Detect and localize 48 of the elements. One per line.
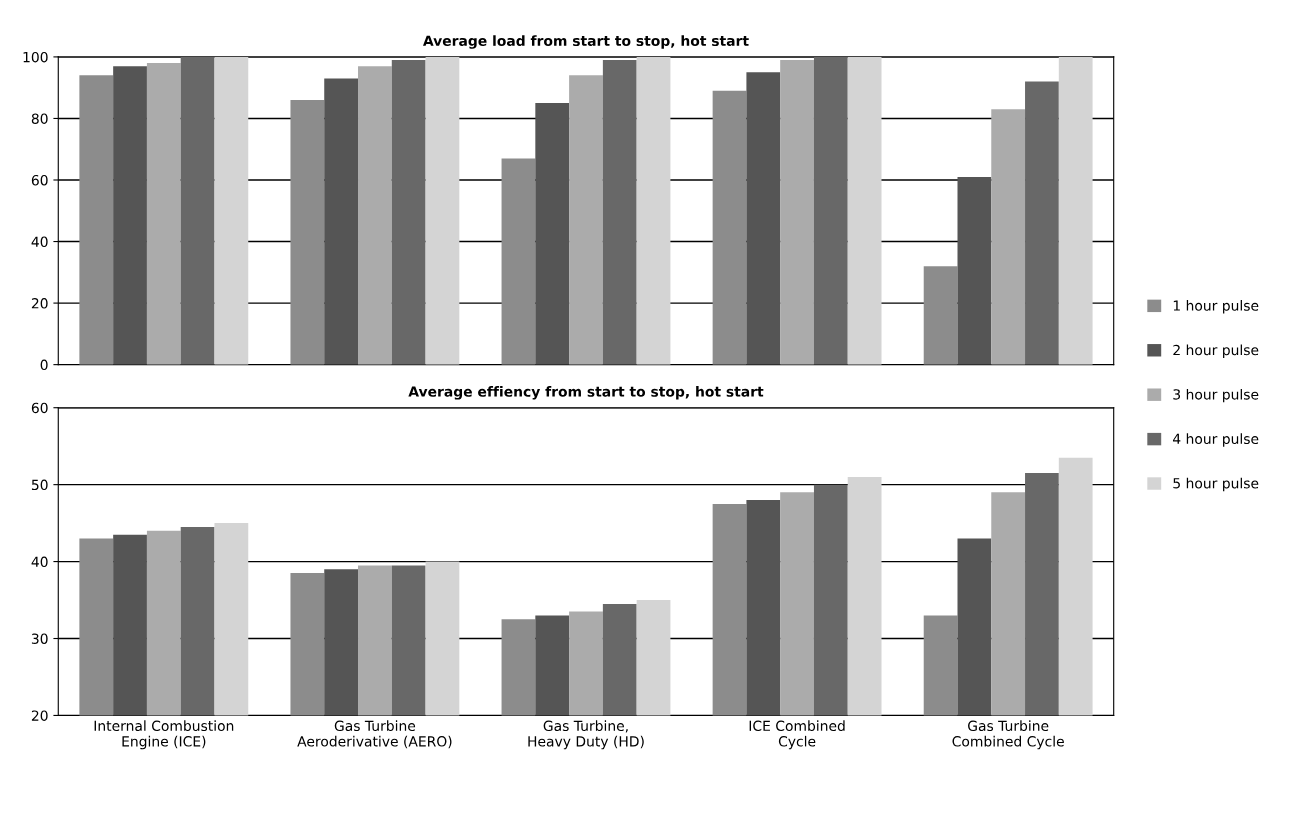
bar: [636, 56, 671, 365]
y-tick-label: 40: [31, 556, 48, 568]
bar: [602, 59, 637, 365]
legend-label: 5 hour pulse: [1173, 477, 1259, 492]
x-tick-label: Gas Turbine Aeroderivative (AERO): [297, 720, 452, 749]
bar: [712, 90, 747, 365]
bar: [1058, 56, 1093, 365]
bar: [358, 66, 392, 365]
bar: [290, 99, 325, 365]
y-tick-label: 80: [31, 113, 48, 124]
y-tick-label: 60: [31, 402, 48, 414]
x-tick-label: ICE Combined Cycle: [749, 720, 845, 750]
bar: [847, 56, 882, 365]
bar: [780, 59, 814, 365]
x-tick-label: Gas Turbine Combined Cycle: [952, 720, 1064, 750]
y-tick-label: 40: [31, 236, 48, 248]
bar: [957, 176, 992, 365]
y-tick-label: 60: [31, 174, 48, 186]
chart-title: Average effiency from start to stop, hot start: [408, 386, 764, 400]
bar: [425, 56, 460, 365]
y-tick-label: 20: [31, 710, 48, 721]
bar: [391, 59, 426, 365]
legend-label: 3 hour pulse: [1173, 388, 1259, 403]
y-tick-label: 100: [23, 51, 48, 63]
bar: [923, 266, 958, 365]
bar: [1025, 81, 1059, 365]
legend-label: 2 hour pulse: [1173, 344, 1259, 358]
x-tick-label: Internal Combustion Engine (ICE): [94, 720, 234, 750]
legend-label: 4 hour pulse: [1172, 433, 1259, 447]
bar: [214, 56, 249, 365]
bar: [501, 158, 536, 365]
y-tick-label: 0: [40, 359, 48, 371]
y-tick-label: 50: [31, 479, 48, 491]
x-tick-label: Gas Turbine, Heavy Duty (HD): [528, 720, 644, 750]
bar: [79, 75, 114, 365]
bar: [813, 56, 848, 365]
y-tick-label: 30: [31, 633, 48, 644]
bar: [535, 103, 570, 365]
y-tick-label: 20: [31, 298, 48, 309]
bar: [569, 75, 603, 365]
legend-label: 1 hour pulse: [1173, 300, 1259, 314]
chart-title: Average load from start to stop, hot start: [423, 35, 749, 49]
bar: [991, 109, 1026, 365]
bar: [746, 72, 781, 365]
bar: [113, 66, 147, 365]
bar: [146, 63, 181, 365]
bar: [324, 78, 359, 365]
bar: [180, 56, 215, 365]
